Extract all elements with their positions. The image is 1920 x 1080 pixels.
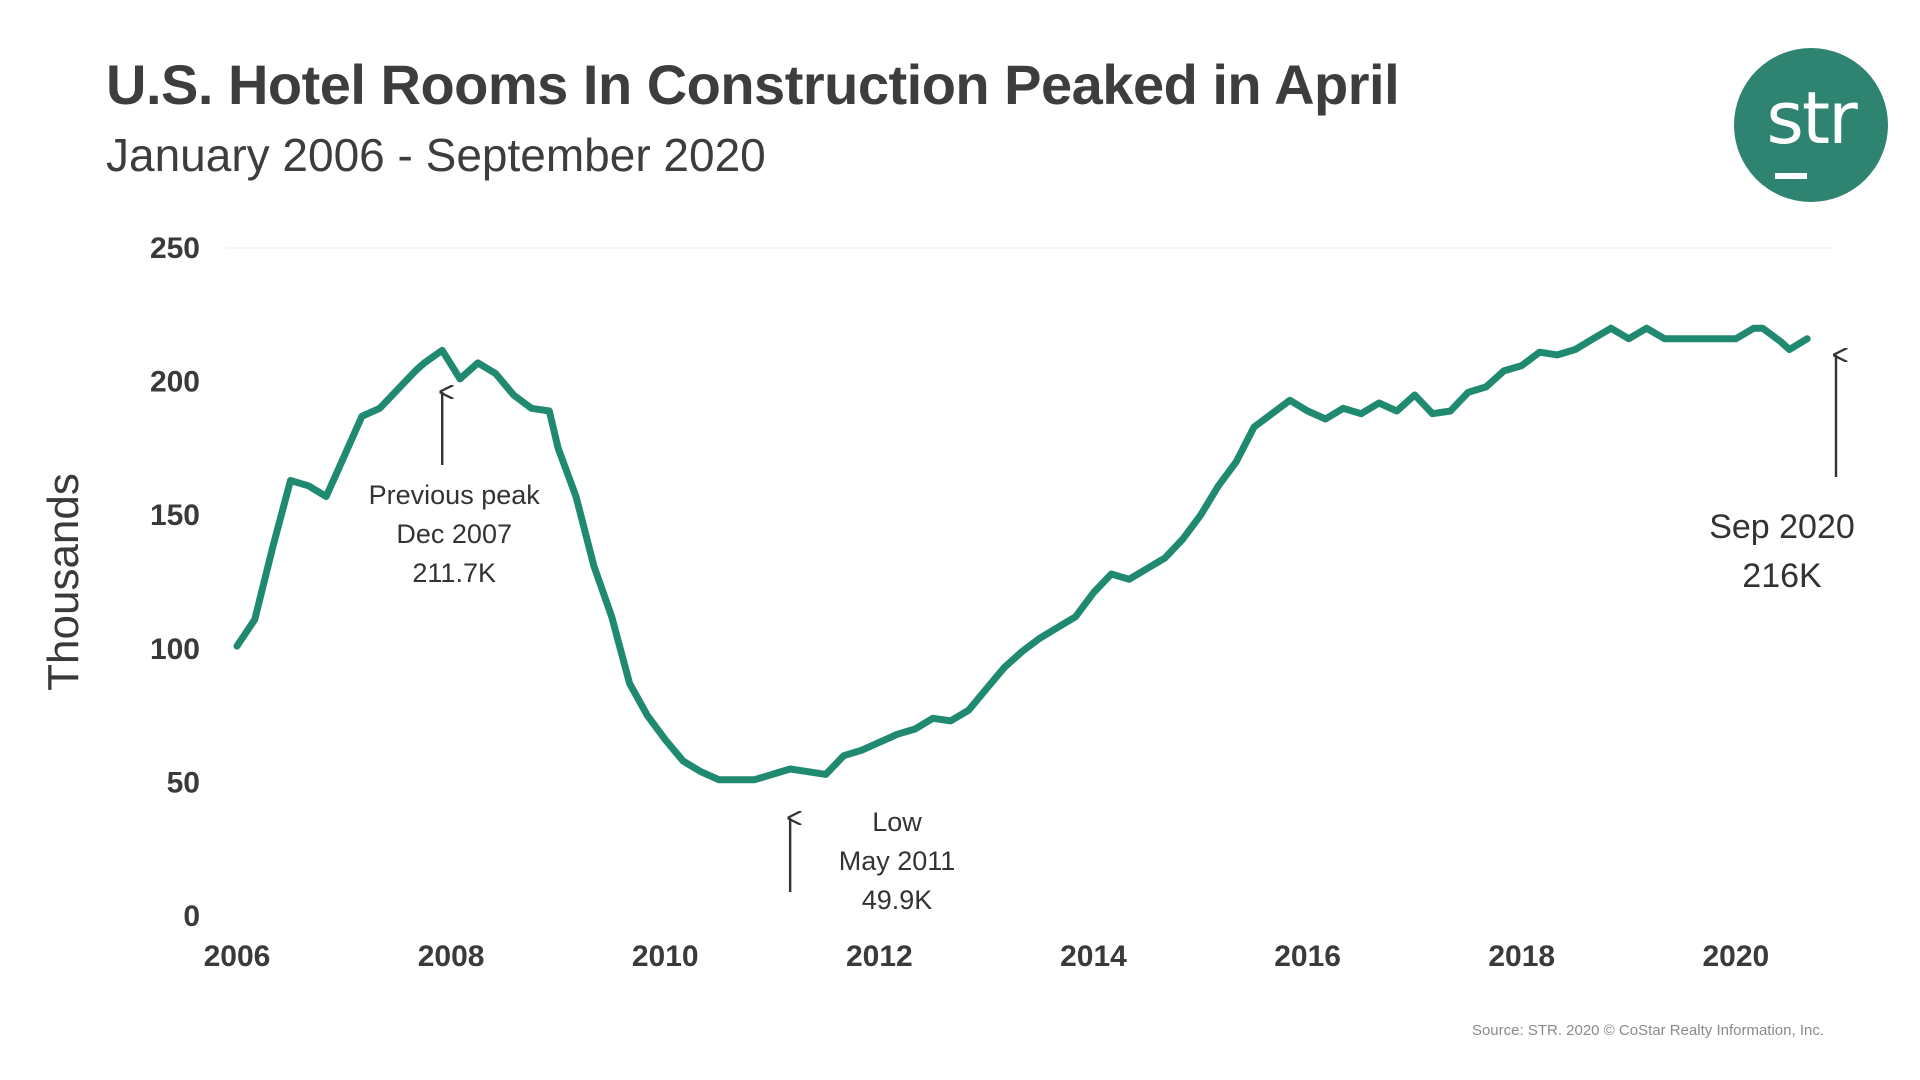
y-axis-label: Thousands <box>39 473 88 691</box>
x-tick-label: 2020 <box>1702 940 1769 973</box>
latest-annotation-line: 216K <box>1742 557 1822 595</box>
y-tick-label: 250 <box>150 232 200 265</box>
x-tick-label: 2012 <box>846 940 913 973</box>
y-tick-label: 50 <box>167 766 200 799</box>
peak-annotation-line: 211.7K <box>412 558 496 588</box>
y-tick-label: 200 <box>150 366 200 399</box>
x-tick-label: 2018 <box>1488 940 1555 973</box>
x-tick-label: 2014 <box>1060 940 1127 973</box>
str-logo: str <box>1734 48 1888 202</box>
peak-annotation-line: Previous peak <box>369 480 541 510</box>
series-line-0 <box>233 324 1811 784</box>
x-tick-label: 2016 <box>1274 940 1341 973</box>
chart-subtitle: January 2006 - September 2020 <box>106 129 766 181</box>
logo-text: str <box>1766 76 1857 160</box>
y-tick-label: 100 <box>150 633 200 666</box>
x-tick-label: 2010 <box>632 940 699 973</box>
y-tick-label: 150 <box>150 499 200 532</box>
x-tick-label: 2008 <box>418 940 485 973</box>
chart-title: U.S. Hotel Rooms In Construction Peaked … <box>106 53 1400 116</box>
logo-underline <box>1775 173 1807 179</box>
low-annotation-line: Low <box>872 807 922 837</box>
source-note: Source: STR. 2020 © CoStar Realty Inform… <box>1471 1022 1824 1039</box>
y-tick-label: 0 <box>183 900 200 933</box>
low-annotation-line: May 2011 <box>839 846 956 876</box>
low-annotation-line: 49.9K <box>862 885 933 915</box>
peak-annotation-line: Dec 2007 <box>396 519 512 549</box>
x-tick-label: 2006 <box>204 940 271 973</box>
latest-annotation-line: Sep 2020 <box>1709 508 1855 546</box>
